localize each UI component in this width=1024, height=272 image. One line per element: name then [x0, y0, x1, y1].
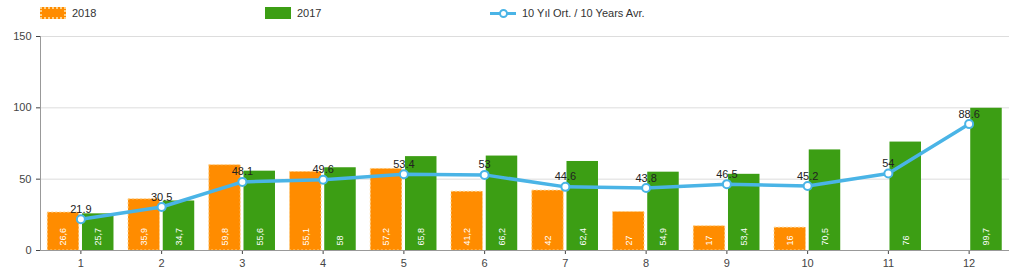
- svg-text:2: 2: [159, 257, 165, 269]
- svg-text:59,8: 59,8: [220, 228, 230, 246]
- svg-text:25,7: 25,7: [93, 228, 103, 246]
- svg-text:12: 12: [963, 257, 975, 269]
- svg-text:45.2: 45.2: [797, 170, 818, 182]
- svg-text:17: 17: [704, 235, 714, 245]
- svg-text:76: 76: [901, 235, 911, 245]
- svg-text:88.6: 88.6: [958, 108, 979, 120]
- svg-text:55,1: 55,1: [301, 228, 311, 246]
- svg-text:21.9: 21.9: [70, 203, 91, 215]
- svg-text:57,2: 57,2: [381, 228, 391, 246]
- svg-text:55,6: 55,6: [255, 228, 265, 246]
- html-text:10 Yıl Ort. / 10 Years Avr.: 10 Yıl Ort. / 10 Years Avr.: [522, 7, 645, 19]
- svg-text:66,2: 66,2: [497, 228, 507, 246]
- svg-text:7: 7: [562, 257, 568, 269]
- svg-text:35,9: 35,9: [139, 228, 149, 246]
- svg-text:42: 42: [543, 235, 553, 245]
- svg-text:3: 3: [239, 257, 245, 269]
- svg-text:6: 6: [482, 257, 488, 269]
- svg-text:8: 8: [643, 257, 649, 269]
- svg-text:46.5: 46.5: [716, 168, 737, 180]
- html-text:2017: 2017: [297, 7, 322, 19]
- svg-text:9: 9: [724, 257, 730, 269]
- svg-text:44.6: 44.6: [555, 170, 576, 182]
- svg-text:58: 58: [335, 235, 345, 245]
- svg-text:34,7: 34,7: [174, 228, 184, 246]
- svg-text:65,8: 65,8: [416, 228, 426, 246]
- html-text:2018: 2018: [72, 7, 97, 19]
- svg-text:54: 54: [882, 157, 894, 169]
- svg-text:62,4: 62,4: [578, 228, 588, 246]
- svg-text:5: 5: [401, 257, 407, 269]
- svg-text:30.5: 30.5: [151, 191, 172, 203]
- svg-text:41,2: 41,2: [462, 228, 472, 246]
- svg-text:4: 4: [320, 257, 326, 269]
- svg-text:50: 50: [19, 173, 31, 185]
- svg-text:99,7: 99,7: [981, 228, 991, 246]
- svg-text:150: 150: [13, 30, 31, 42]
- svg-text:49.6: 49.6: [312, 163, 333, 175]
- svg-text:11: 11: [883, 257, 894, 269]
- svg-text:100: 100: [13, 101, 31, 113]
- svg-text:1: 1: [78, 257, 84, 269]
- svg-text:26,6: 26,6: [58, 228, 68, 246]
- svg-text:48.1: 48.1: [232, 165, 253, 177]
- svg-text:53: 53: [479, 158, 491, 170]
- svg-text:53.4: 53.4: [393, 158, 414, 170]
- svg-text:10: 10: [802, 257, 814, 269]
- svg-text:53,4: 53,4: [739, 228, 749, 246]
- svg-text:0: 0: [25, 244, 31, 256]
- svg-text:43.8: 43.8: [635, 172, 656, 184]
- svg-text:70,5: 70,5: [820, 228, 830, 246]
- svg-text:27: 27: [624, 235, 634, 245]
- svg-text:16: 16: [785, 235, 795, 245]
- svg-text:54,9: 54,9: [658, 228, 668, 246]
